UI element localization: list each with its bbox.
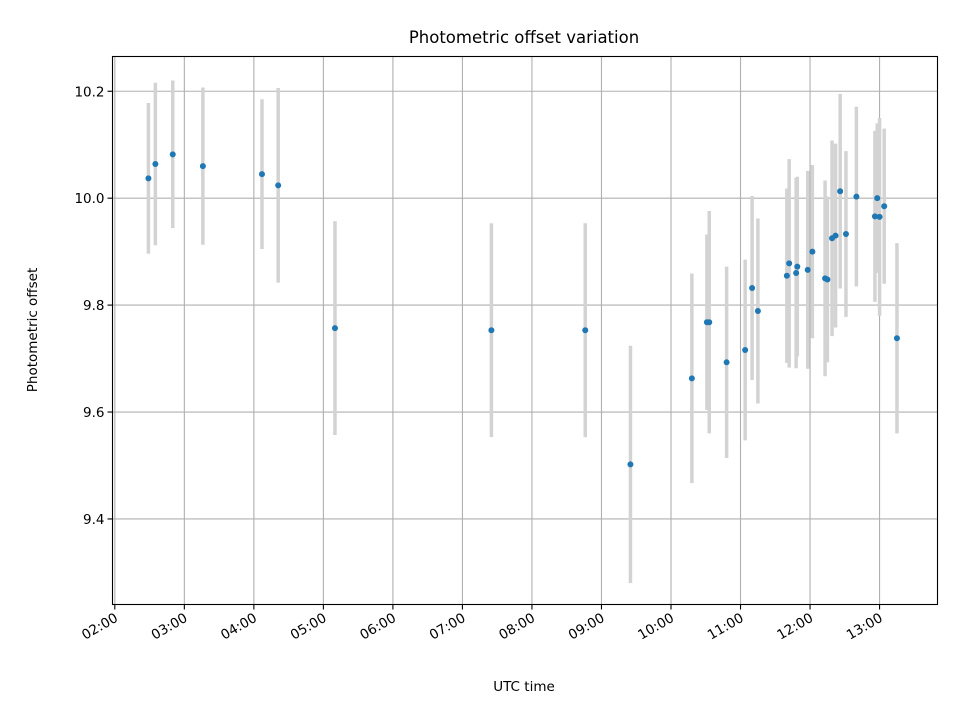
data-point <box>874 195 881 202</box>
data-point <box>723 359 730 366</box>
data-point <box>876 213 883 220</box>
data-point <box>488 327 495 334</box>
chart-title: Photometric offset variation <box>409 28 639 47</box>
y-tick-label: 10.0 <box>74 191 104 207</box>
x-tick-label: 03:00 <box>149 610 191 643</box>
data-point <box>152 160 159 167</box>
data-point <box>688 375 695 382</box>
error-bars <box>146 80 899 584</box>
x-axis-label: UTC time <box>493 679 555 695</box>
data-point <box>742 347 749 354</box>
data-point <box>809 248 816 255</box>
data-point <box>169 151 176 158</box>
data-point <box>881 203 888 210</box>
plot-frame <box>111 55 939 606</box>
x-tick-label: 07:00 <box>427 610 469 643</box>
x-tick-label: 13:00 <box>844 610 886 643</box>
data-point <box>706 319 713 326</box>
data-point <box>842 230 849 237</box>
axis-ticks: 02:00 03:00 04:00 05:00 06:00 07:00 08:00 09:00… <box>74 84 885 643</box>
data-point <box>837 188 844 195</box>
x-tick-label: 09:00 <box>566 610 608 643</box>
data-point <box>145 175 152 182</box>
y-tick-label: 9.4 <box>83 512 104 528</box>
y-tick-label: 9.8 <box>83 298 104 314</box>
x-tick-label: 02:00 <box>79 610 121 643</box>
data-point <box>804 266 811 273</box>
data-points <box>145 151 900 468</box>
data-point <box>258 171 265 178</box>
data-point <box>275 182 282 189</box>
data-point <box>749 284 756 291</box>
y-tick-label: 10.2 <box>74 84 104 100</box>
data-point <box>582 327 589 334</box>
x-tick-label: 11:00 <box>705 610 747 643</box>
data-point <box>832 232 839 239</box>
data-point <box>824 276 831 283</box>
x-tick-label: 06:00 <box>357 610 399 643</box>
data-point <box>754 307 761 314</box>
data-point <box>331 325 338 332</box>
data-point <box>893 335 900 342</box>
x-tick-label: 12:00 <box>774 610 816 643</box>
x-tick-label: 05:00 <box>288 610 330 643</box>
data-point <box>199 163 206 170</box>
x-tick-label: 04:00 <box>218 610 260 643</box>
y-tick-label: 9.6 <box>83 405 104 421</box>
data-point <box>786 260 793 267</box>
data-point <box>783 272 790 279</box>
data-point <box>627 461 634 468</box>
data-point <box>794 263 801 270</box>
data-point <box>853 193 860 200</box>
x-tick-label: 10:00 <box>635 610 677 643</box>
data-point <box>871 213 878 220</box>
data-point <box>793 270 800 277</box>
y-axis-label: Photometric offset <box>25 268 41 392</box>
x-tick-label: 08:00 <box>496 610 538 643</box>
